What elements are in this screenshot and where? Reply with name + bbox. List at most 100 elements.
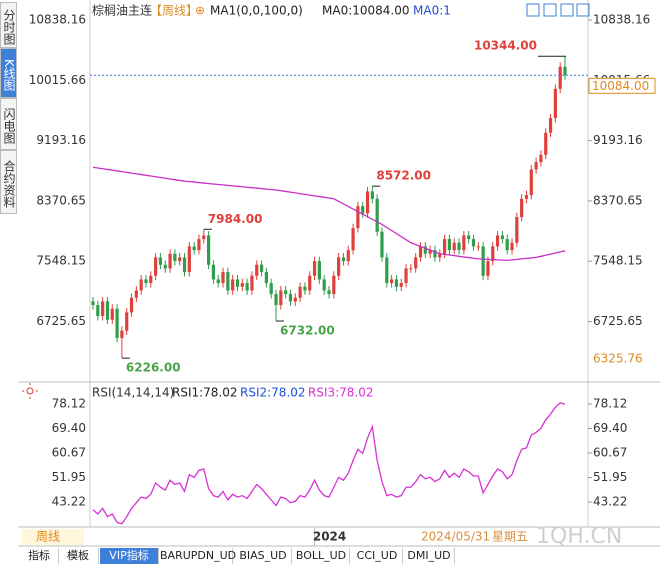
candle-body — [192, 246, 196, 251]
candle-body — [491, 246, 495, 262]
candle-body — [365, 191, 370, 214]
x-tick-label: 2024 — [313, 530, 346, 544]
candle-body — [154, 257, 158, 276]
candle-body — [264, 272, 268, 284]
candle-body — [394, 279, 399, 287]
candle-body — [385, 257, 389, 284]
candle-body — [337, 257, 341, 276]
bottom-tab[interactable]: 指标 — [20, 548, 59, 564]
candle-body — [139, 279, 143, 291]
candle-body — [438, 253, 442, 258]
candle-body — [91, 301, 95, 306]
side-tab[interactable]: K线图 — [0, 48, 17, 98]
candle-body — [529, 169, 533, 196]
candle-body — [211, 264, 216, 280]
period: 【周线】 — [150, 4, 198, 18]
y-tick-label: 9193.16 — [36, 133, 86, 147]
candle-body — [510, 242, 514, 251]
bottom-tab[interactable]: BIAS_UD — [235, 548, 292, 564]
bottom-tab[interactable]: BARUPDN_UD — [160, 548, 237, 564]
y-tick-label: 51.95 — [52, 470, 86, 484]
rsi-icon — [22, 383, 38, 399]
y-tick-label: 7548.15 — [36, 254, 86, 268]
candle-body — [409, 268, 413, 270]
annotation-label: 6732.00 — [280, 324, 335, 338]
candle-body — [187, 246, 191, 273]
y-tick-label: 78.12 — [593, 396, 627, 410]
candle-body — [486, 261, 490, 276]
last-price-box — [588, 77, 656, 94]
candle-body — [322, 279, 326, 291]
candle-body — [558, 66, 562, 89]
candle-body — [279, 290, 283, 306]
candle-body — [182, 257, 187, 273]
footer-period: 周线 — [36, 530, 60, 544]
candle-body — [178, 257, 182, 262]
candle-body — [361, 206, 365, 214]
candle-body — [423, 246, 427, 254]
annotation-label: 10344.00 — [474, 39, 537, 53]
candle-body — [457, 242, 461, 251]
candle-body — [221, 272, 225, 284]
candle-body — [452, 242, 456, 251]
candle-body — [245, 283, 249, 291]
candle-body — [197, 239, 201, 251]
legend-item: MA1(0,0,100,0) — [210, 4, 303, 18]
bottom-tab[interactable]: CCI_UD — [352, 548, 403, 564]
candle-body — [332, 275, 336, 295]
candle-body — [312, 261, 317, 276]
candle-body — [539, 154, 543, 163]
y-tick-label: 6725.65 — [36, 314, 86, 328]
candle-body — [168, 253, 172, 269]
candle-body — [216, 279, 220, 284]
candle-body — [462, 235, 466, 251]
toolbar-icons[interactable] — [526, 3, 590, 17]
candle-body — [206, 235, 211, 265]
candle-body — [341, 257, 346, 262]
candle-body — [231, 279, 235, 291]
candle-body — [544, 132, 548, 155]
candle-body — [226, 272, 230, 291]
candle-body — [481, 246, 485, 276]
bottom-tab[interactable]: BOLL_UD — [293, 548, 350, 564]
footer-weekday: 星期五 — [492, 530, 528, 544]
add-icon[interactable]: ⊕ — [195, 4, 205, 18]
candle-body — [110, 308, 114, 320]
rsi-title: RSI(14,14,14) — [92, 386, 174, 400]
candle-body — [418, 246, 423, 258]
y-tick-label: 69.40 — [593, 421, 627, 435]
period-box[interactable] — [22, 529, 84, 545]
candle-body — [380, 231, 384, 258]
header-item: MA0:10084.00 — [322, 4, 410, 18]
candle-body — [284, 290, 288, 295]
y-tick-label: 43.22 — [52, 495, 86, 509]
bottom-tab[interactable]: DMI_UD — [404, 548, 455, 564]
candle-body — [370, 191, 374, 199]
bottom-tab[interactable]: 模板 — [58, 548, 99, 564]
side-tab[interactable]: 闪电图 — [0, 98, 17, 150]
candle-body — [303, 286, 307, 291]
candle-body — [467, 235, 471, 240]
candle-body — [149, 275, 153, 284]
y-tick-label: 7548.15 — [593, 254, 643, 268]
bottom-tab[interactable]: VIP指标 — [100, 548, 159, 564]
axis-low-label: 6325.76 — [593, 351, 643, 365]
candle-body — [288, 294, 293, 302]
annotation-label: 7984.00 — [208, 212, 263, 226]
candle-body — [534, 162, 538, 170]
candle-body — [404, 268, 408, 284]
candle-body — [274, 294, 278, 306]
candle-body — [115, 308, 119, 339]
candle-body — [202, 235, 206, 240]
side-tab[interactable]: 合约资料 — [0, 150, 17, 214]
side-tab[interactable]: 分时图 — [0, 2, 17, 48]
candle-body — [129, 297, 134, 313]
annotation-label: 6226.00 — [126, 361, 181, 375]
y-tick-label: 78.12 — [52, 396, 86, 410]
candle-body — [144, 279, 148, 284]
candle-body — [563, 66, 567, 76]
candle-body — [308, 275, 312, 291]
y-tick-label: 10838.16 — [29, 13, 86, 27]
